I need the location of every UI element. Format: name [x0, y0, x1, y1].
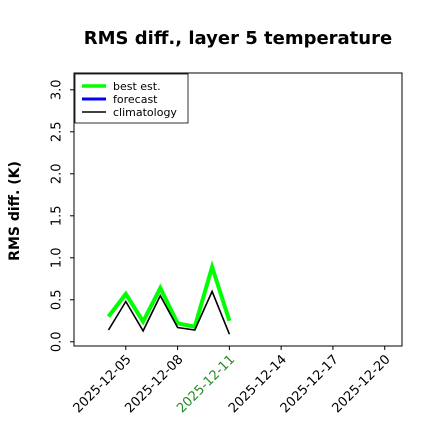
chart-title: RMS diff., layer 5 temperature: [84, 28, 392, 49]
series-line-2: [107, 289, 231, 335]
plot-lines: [106, 260, 232, 335]
y-tick-label: 2.0: [50, 163, 65, 184]
series-line-0: [106, 260, 232, 330]
y-tick-label: 1.0: [50, 247, 65, 268]
x-axis: 2025-12-052025-12-082025-12-112025-12-14…: [71, 346, 394, 416]
y-tick-label: 0.5: [50, 289, 65, 310]
y-tick-label: 3.0: [50, 79, 65, 100]
y-axis-label: RMS diff. (K): [7, 161, 23, 261]
legend-label: climatology: [113, 106, 177, 119]
y-tick-label: 0.0: [50, 331, 65, 352]
legend-label: forecast: [113, 93, 158, 106]
plot-frame: [73, 72, 403, 347]
y-tick-label: 2.5: [50, 121, 65, 142]
y-tick-label: 1.5: [50, 205, 65, 226]
legend-label: best est.: [113, 80, 161, 93]
y-axis: 0.0 0.5 1.0 1.5 2.0 2.5 3.0: [50, 79, 74, 352]
